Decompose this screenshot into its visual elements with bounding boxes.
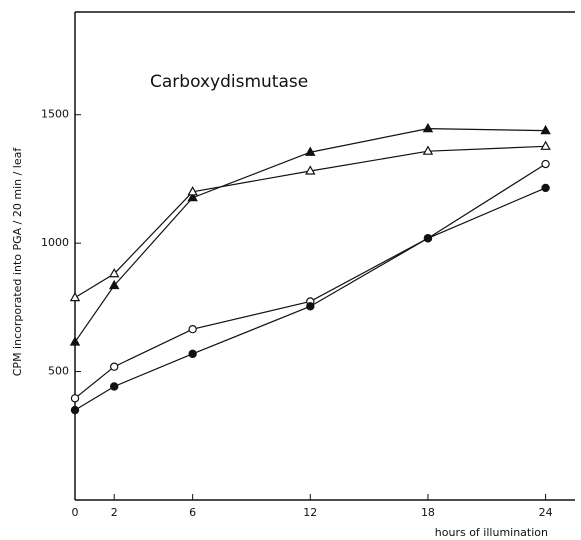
marker (187, 186, 198, 196)
marker (188, 349, 197, 359)
marker (423, 234, 433, 243)
marker (110, 382, 119, 391)
marker (305, 165, 316, 175)
marker (422, 145, 434, 155)
annotation: Carboxydismutase (150, 72, 308, 92)
marker (69, 291, 81, 302)
marker (540, 124, 551, 135)
marker (541, 159, 550, 169)
y-tick-label: 1000 (41, 236, 69, 249)
x-tick-label: 6 (189, 506, 196, 519)
y-tick-label: 1500 (41, 108, 69, 121)
marker (306, 302, 315, 311)
marker (305, 146, 316, 156)
marker (110, 362, 119, 371)
series-line (74, 187, 546, 411)
marker (188, 325, 197, 334)
x-tick-label: 2 (111, 506, 118, 519)
x-tick-label: 0 (72, 506, 79, 519)
marker (108, 267, 120, 278)
marker (70, 394, 80, 403)
marker (69, 336, 81, 346)
marker (187, 191, 198, 202)
x-tick-label: 24 (539, 506, 553, 519)
marker (541, 183, 550, 193)
marker (70, 405, 80, 415)
marker (108, 279, 120, 290)
y-tick-label: 500 (48, 365, 69, 378)
series-line (74, 163, 546, 399)
y-axis-label: CPM incorporated into PGA / 20 min / lea… (11, 147, 24, 377)
series-line (74, 128, 546, 343)
x-tick-label: 18 (421, 506, 435, 519)
x-tick-label: 12 (303, 506, 317, 519)
marker (422, 122, 434, 133)
marker (540, 140, 551, 150)
series-line (74, 145, 546, 299)
x-axis-label: hours of illumination (435, 526, 548, 539)
